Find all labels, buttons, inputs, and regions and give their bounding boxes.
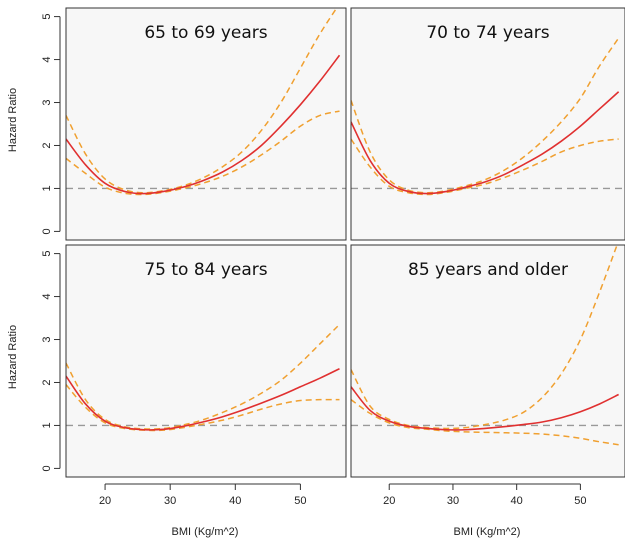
hazard-ratio-line bbox=[66, 54, 341, 195]
y-tick-label: 2 bbox=[41, 379, 53, 385]
panel-border bbox=[350, 7, 625, 241]
panel-4: 85 years and older bbox=[350, 244, 625, 478]
hazard-ratio-line bbox=[351, 386, 619, 431]
panel-background bbox=[66, 8, 346, 240]
x-tick-label: 50 bbox=[294, 495, 306, 507]
x-axis-label-left: BMI (Kg/m^2) bbox=[172, 526, 239, 538]
panel-border bbox=[65, 7, 347, 241]
y-tick-label: 3 bbox=[41, 99, 53, 105]
hazard-ratio-line bbox=[351, 91, 620, 195]
panel-border bbox=[65, 244, 347, 478]
y-tick-label: 0 bbox=[41, 228, 53, 234]
ci-upper-line bbox=[351, 245, 618, 430]
ci-lower-line bbox=[351, 399, 619, 446]
ci-upper-line bbox=[66, 323, 341, 430]
y-axis-label-bottom: Hazard Ratio bbox=[7, 325, 19, 389]
x-tick-label: 40 bbox=[229, 495, 241, 507]
panel-background bbox=[351, 8, 625, 240]
x-tick-label: 30 bbox=[447, 495, 459, 507]
x-tick-label: 20 bbox=[383, 495, 395, 507]
x-tick-label: 40 bbox=[511, 495, 523, 507]
ci-lower-line bbox=[66, 384, 340, 432]
y-tick-label: 1 bbox=[41, 422, 53, 428]
y-tick-label: 1 bbox=[41, 185, 53, 191]
y-tick-label: 3 bbox=[41, 336, 53, 342]
y-tick-label: 5 bbox=[41, 14, 53, 20]
y-tick-label: 0 bbox=[41, 465, 53, 471]
ci-lower-line bbox=[66, 110, 340, 196]
y-tick-label: 2 bbox=[41, 142, 53, 148]
ci-upper-line bbox=[66, 8, 338, 194]
panel-border bbox=[350, 244, 625, 478]
y-tick-label: 5 bbox=[41, 251, 53, 257]
y-axis: 0 1 2 3 4 5 bbox=[41, 251, 61, 471]
x-tick-label: 50 bbox=[574, 495, 586, 507]
y-axis: 0 1 2 3 4 5 bbox=[41, 14, 61, 234]
panel-3: 75 to 84 years bbox=[65, 244, 347, 478]
x-tick-label: 20 bbox=[99, 495, 111, 507]
panel-2: 70 to 74 years bbox=[350, 7, 625, 241]
panel-background bbox=[66, 245, 346, 477]
y-axis-label-top: Hazard Ratio bbox=[7, 88, 19, 152]
panel-title: 85 years and older bbox=[408, 260, 568, 280]
x-axis: 20 30 40 50 bbox=[383, 483, 587, 507]
panel-background bbox=[351, 245, 625, 477]
y-tick-label: 4 bbox=[41, 57, 53, 63]
x-tick-label: 30 bbox=[164, 495, 176, 507]
y-tick-label: 4 bbox=[41, 294, 53, 300]
x-axis: 20 30 40 50 bbox=[99, 483, 307, 507]
hazard-ratio-line bbox=[66, 368, 340, 431]
panels-layer: 65 to 69 years 70 to 74 years 75 to 84 yea… bbox=[65, 7, 625, 478]
x-axis-label-right: BMI (Kg/m^2) bbox=[454, 526, 521, 538]
panel-title: 70 to 74 years bbox=[426, 23, 549, 43]
panel-title: 75 to 84 years bbox=[144, 260, 267, 280]
panel-1: 65 to 69 years bbox=[65, 7, 347, 241]
panel-title: 65 to 69 years bbox=[144, 23, 267, 43]
